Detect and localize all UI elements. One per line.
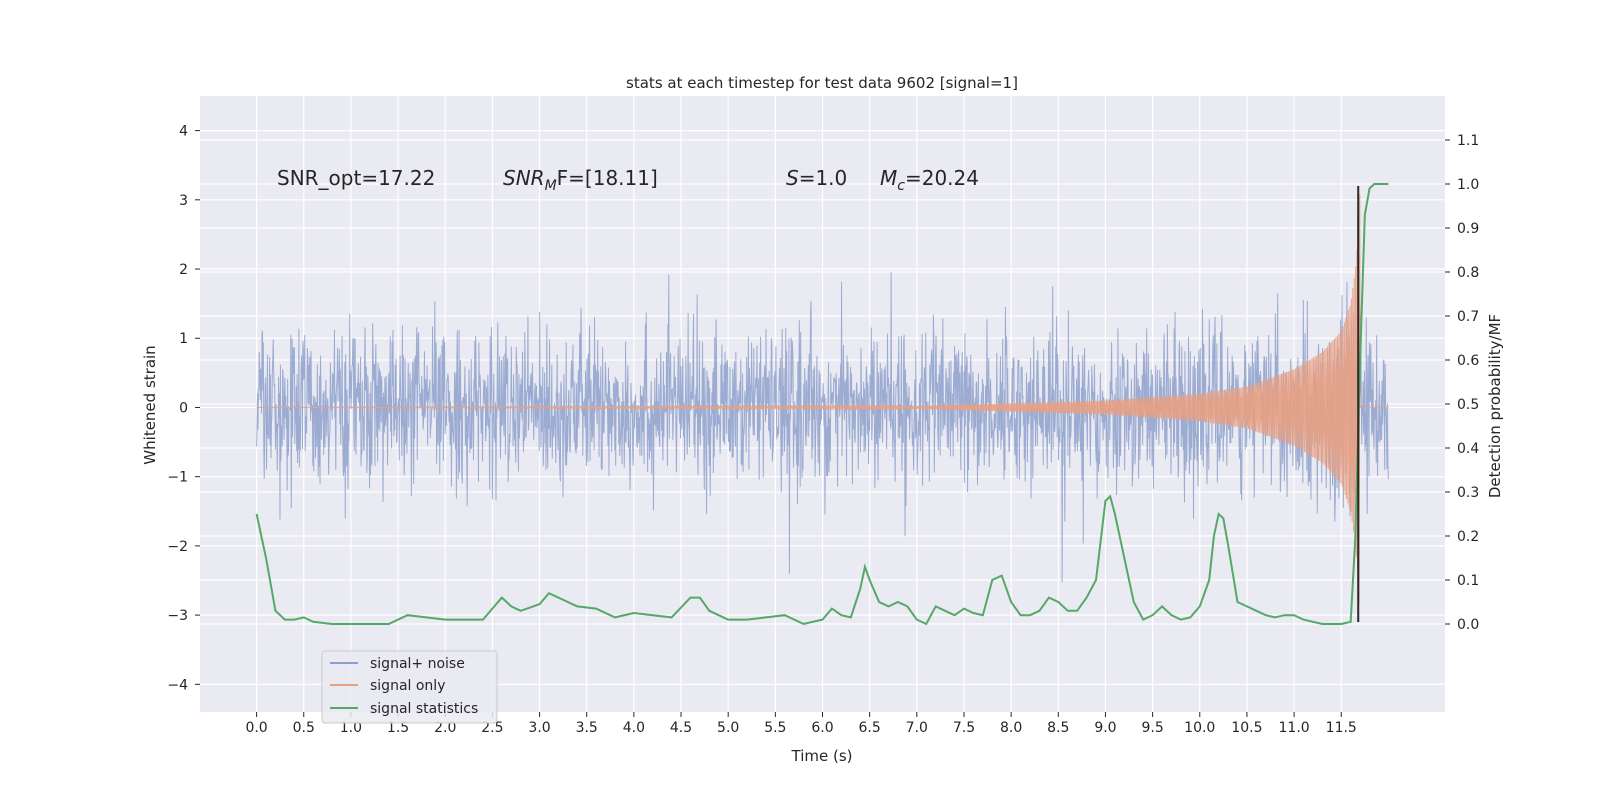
x-tick-label: 3.5 <box>576 720 598 736</box>
x-tick-label: 9.5 <box>1141 720 1163 736</box>
x-tick-label: 5.5 <box>764 720 786 736</box>
legend-label-signal-only: signal only <box>370 678 445 694</box>
x-tick-label: 9.0 <box>1094 720 1116 736</box>
legend-box <box>321 650 498 724</box>
x-axis-label: Time (s) <box>791 747 853 765</box>
y-right-tick-label: 0.0 <box>1457 617 1479 633</box>
y-right-tick-label: 0.9 <box>1457 221 1479 237</box>
x-tick-label: 8.5 <box>1047 720 1069 736</box>
x-tick-label: 4.0 <box>623 720 645 736</box>
x-tick-label: 1.5 <box>387 720 409 736</box>
x-tick-label: 2.5 <box>481 720 503 736</box>
x-tick-label: 7.5 <box>953 720 975 736</box>
signal-only-trace <box>256 194 1389 603</box>
x-tick-label: 10.5 <box>1231 720 1262 736</box>
y-tick-label: 0 <box>179 400 188 416</box>
mc-value: =20.24 <box>905 166 979 190</box>
s-value: =1.0 <box>799 166 848 190</box>
x-tick-label: 10.0 <box>1184 720 1215 736</box>
x-tick-label: 11.0 <box>1279 720 1310 736</box>
x-tick-label: 0.5 <box>293 720 315 736</box>
annotation-mc: Mc=20.24 <box>880 166 979 194</box>
y-tick-label: −2 <box>167 539 188 555</box>
y-axis-right-label: Detection probability/MF <box>1486 314 1504 498</box>
annotation-snr-opt: SNR_opt=17.22 <box>277 166 435 190</box>
y-tick-label: −4 <box>167 677 188 693</box>
y-right-tick-label: 0.1 <box>1457 573 1479 589</box>
legend-label-signal-noise: signal+ noise <box>370 656 465 672</box>
y-right-tick-label: 0.8 <box>1457 265 1479 281</box>
x-tick-label: 3.0 <box>528 720 550 736</box>
annotation-s: S=1.0 <box>786 166 847 190</box>
y-tick-label: 1 <box>179 331 188 347</box>
y-tick-label: 2 <box>179 262 188 278</box>
x-tick-label: 4.5 <box>670 720 692 736</box>
y-tick-label: −3 <box>167 608 188 624</box>
y-tick-label: 3 <box>179 193 188 209</box>
y-tick-label: −1 <box>167 470 188 486</box>
x-tick-label: 8.0 <box>1000 720 1022 736</box>
y-axis-ticks: 4 3 2 1 0 −1 −2 −3 −4 <box>167 124 200 693</box>
snr-mf-symbol: SNR <box>503 166 545 190</box>
s-symbol: S <box>786 166 799 190</box>
legend-label-signal-statistics: signal statistics <box>370 701 478 717</box>
x-tick-label: 6.0 <box>811 720 833 736</box>
x-tick-label: 7.0 <box>906 720 928 736</box>
y-right-tick-label: 0.7 <box>1457 309 1479 325</box>
y-right-tick-label: 0.6 <box>1457 353 1479 369</box>
y-right-tick-label: 0.5 <box>1457 397 1479 413</box>
y-tick-label: 4 <box>179 124 188 140</box>
y-axis-right-ticks: 1.1 1.0 0.9 0.8 0.7 0.6 0.5 0.4 0.3 0.2 0.1 0.0 <box>1445 133 1479 633</box>
signal-statistics-line <box>255 183 1389 626</box>
y-right-tick-label: 0.3 <box>1457 485 1479 501</box>
x-tick-label: 1.0 <box>340 720 362 736</box>
x-tick-label: 11.5 <box>1326 720 1357 736</box>
x-tick-label: 0.0 <box>245 720 267 736</box>
chart-title: stats at each timestep for test data 960… <box>626 74 1018 92</box>
mc-symbol: M <box>880 166 897 190</box>
series-signal-statistics <box>255 183 1389 626</box>
x-tick-label: 2.0 <box>434 720 456 736</box>
y-axis-label: Whitened strain <box>141 345 159 464</box>
snr-mf-subscript: M <box>545 178 557 194</box>
annotation-snr-mf: SNRMF=[18.11] <box>503 166 658 194</box>
y-right-tick-label: 0.2 <box>1457 529 1479 545</box>
y-right-tick-label: 1.1 <box>1457 133 1479 149</box>
snr-mf-value: F=[18.11] <box>557 166 658 190</box>
x-axis-ticks: 0.0 0.5 1.0 1.5 2.0 2.5 3.0 3.5 4.0 4.5 5.0 5.5 6.0 6… <box>245 712 1357 736</box>
x-tick-label: 6.5 <box>859 720 881 736</box>
legend: signal+ noise signal only signal statist… <box>321 650 498 724</box>
y-right-tick-label: 1.0 <box>1457 177 1479 193</box>
y-right-tick-label: 0.4 <box>1457 441 1479 457</box>
mc-subscript: c <box>897 178 905 194</box>
series-signal-only <box>256 194 1389 603</box>
x-tick-label: 5.0 <box>717 720 739 736</box>
